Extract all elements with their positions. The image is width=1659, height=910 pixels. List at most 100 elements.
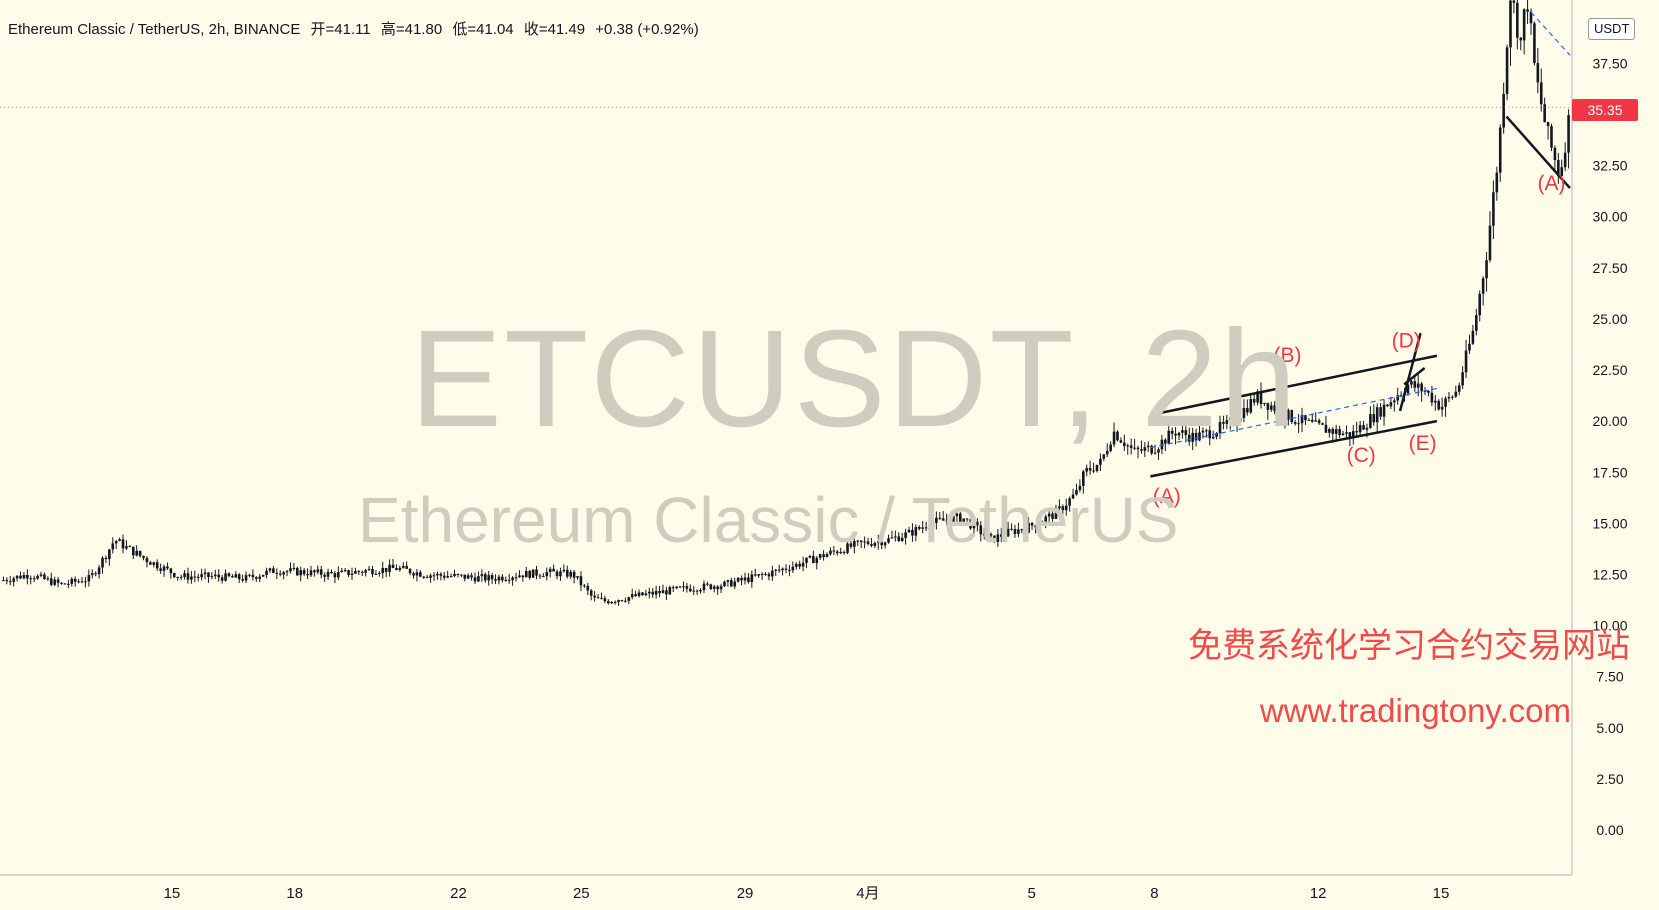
symbol-header: Ethereum Classic / TetherUS, 2h, BINANCE… <box>8 18 705 39</box>
currency-unit-badge[interactable]: USDT <box>1588 18 1636 40</box>
candle-body <box>401 565 405 568</box>
y-tick-label: 25.00 <box>1592 311 1627 327</box>
x-tick-label: 18 <box>286 885 303 902</box>
candle-body <box>292 567 296 569</box>
candle-body <box>1457 385 1461 392</box>
candle-body <box>350 573 354 575</box>
candle-body <box>1164 439 1167 444</box>
candle-body <box>1341 433 1345 436</box>
candle-body <box>490 575 494 580</box>
candle-body <box>19 575 22 579</box>
candle-body <box>1017 529 1020 534</box>
candle-body <box>1034 525 1037 528</box>
candle-body <box>1235 421 1239 424</box>
candle-body <box>747 577 750 582</box>
candle-body <box>996 534 1000 542</box>
candle-body <box>364 570 367 573</box>
candle-body <box>1567 115 1570 153</box>
candle-body <box>326 571 330 577</box>
candle-body <box>1543 104 1546 123</box>
candle-body <box>723 581 726 587</box>
candle-body <box>196 576 200 578</box>
candle-body <box>630 594 634 598</box>
candle-body <box>210 576 214 578</box>
symbol-title[interactable]: Ethereum Classic / TetherUS, 2h, BINANCE <box>8 21 301 38</box>
candle-body <box>1252 398 1256 403</box>
candle-body <box>1492 192 1495 226</box>
candle-body <box>839 551 842 554</box>
y-tick-label: 12.50 <box>1592 566 1627 582</box>
candle-body <box>610 601 614 604</box>
candle-body <box>46 578 50 580</box>
candle-body <box>487 575 490 581</box>
candle-body <box>419 572 422 577</box>
candle-body <box>572 571 576 578</box>
candle-body <box>378 573 381 575</box>
candle-body <box>576 576 579 578</box>
x-tick-label: 4月 <box>856 885 879 902</box>
candle-body <box>952 516 955 524</box>
candle-body <box>56 579 60 583</box>
candle-body <box>774 569 778 571</box>
candle-body <box>941 518 945 521</box>
candle-body <box>84 581 87 583</box>
candle-body <box>808 556 812 558</box>
candle-body <box>743 577 747 581</box>
candle-body <box>251 574 255 578</box>
candle-body <box>853 541 856 547</box>
candle-body <box>203 572 207 575</box>
candle-body <box>678 586 682 588</box>
candle-body <box>446 576 449 578</box>
candle-body <box>145 557 149 563</box>
candle-body <box>1406 384 1410 394</box>
candle-body <box>600 598 603 600</box>
candle-body <box>1263 402 1266 405</box>
candle-body <box>1160 439 1164 450</box>
candle-body <box>617 600 620 602</box>
candle-body <box>1136 447 1140 450</box>
candle-body <box>648 591 651 594</box>
candle-body <box>1170 430 1174 434</box>
candle-body <box>1365 427 1369 430</box>
candle-body <box>1386 404 1389 407</box>
candle-body <box>805 557 808 563</box>
candle-body <box>982 534 986 536</box>
candle-body <box>395 568 398 570</box>
candle-body <box>583 585 586 587</box>
candle-body <box>822 554 825 558</box>
wedge-line-upper <box>1398 332 1422 412</box>
candle-body <box>665 590 668 595</box>
candle-body <box>876 541 880 544</box>
ohlc-change: +0.38 (+0.92%) <box>595 21 699 38</box>
y-tick-label: 15.00 <box>1592 515 1627 531</box>
candle-body <box>1304 415 1307 421</box>
candle-body <box>162 566 166 571</box>
candle-body <box>73 578 77 582</box>
candle-body <box>1095 464 1099 472</box>
candle-body <box>1454 391 1458 397</box>
candle-body <box>1478 293 1482 316</box>
candle-body <box>1157 449 1160 453</box>
candle-body <box>736 577 740 582</box>
candle-body <box>1475 315 1478 331</box>
candle-body <box>1228 417 1232 421</box>
candle-body <box>1495 172 1499 193</box>
candle-body <box>125 546 128 549</box>
candle-body <box>1522 9 1526 41</box>
candle-body <box>1423 391 1427 393</box>
candle-body <box>750 574 754 582</box>
candle-body <box>159 568 162 571</box>
candle-body <box>518 575 521 578</box>
candle-body <box>965 518 969 520</box>
candle-body <box>357 571 361 573</box>
candle-body <box>1416 383 1420 388</box>
candle-body <box>1324 424 1328 433</box>
candle-body <box>169 568 173 574</box>
y-tick-label: 7.50 <box>1596 669 1623 685</box>
candle-body <box>1047 513 1051 517</box>
candle-body <box>1437 400 1441 410</box>
candle-body <box>261 574 265 577</box>
candle-body <box>733 581 737 587</box>
candle-body <box>1109 444 1112 451</box>
